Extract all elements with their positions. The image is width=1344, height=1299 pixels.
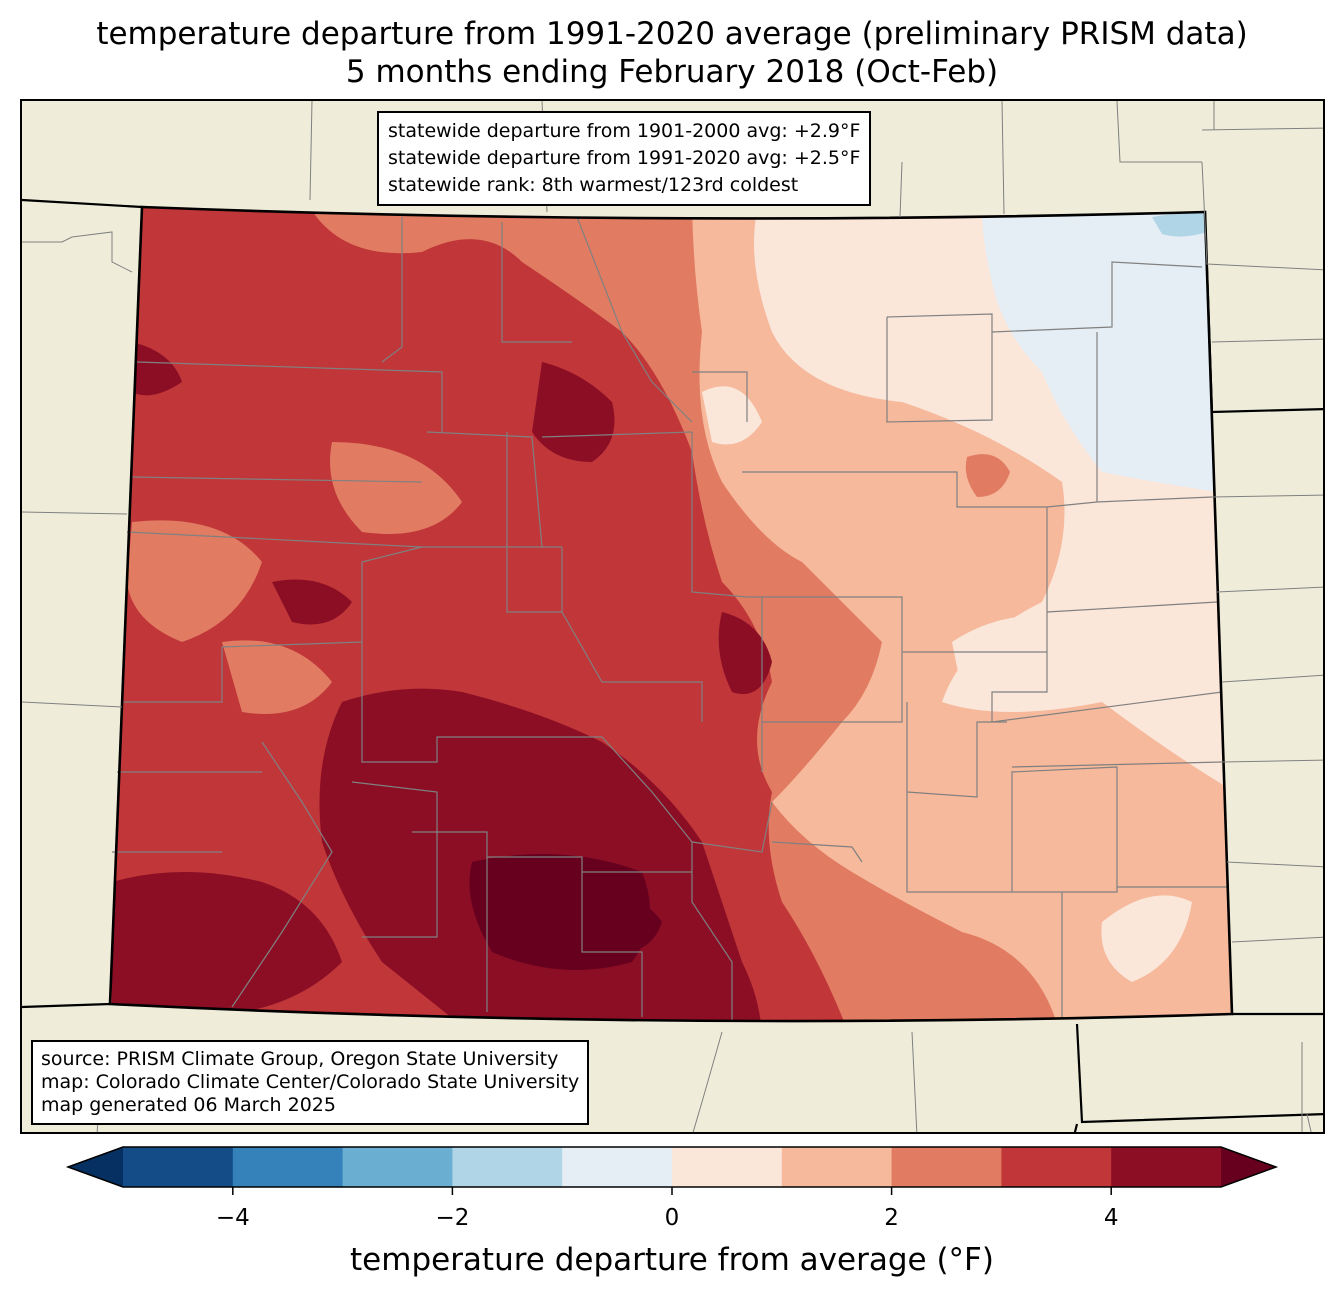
colorbar-tick-label: 4 [1103, 1205, 1119, 1231]
state-borders [22, 198, 1323, 1132]
colorbar-tick-label: −2 [435, 1205, 470, 1231]
colorbar-segment [672, 1147, 783, 1187]
colorbar-tick-label: 2 [884, 1205, 899, 1231]
colorbar-segment [342, 1147, 453, 1187]
county-boundaries [112, 216, 1227, 1022]
colorbar [65, 1146, 1279, 1195]
colorbar-segment [1111, 1147, 1222, 1187]
colorbar-segment [232, 1147, 344, 1187]
source-line-1: source: PRISM Climate Group, Oregon Stat… [41, 1048, 559, 1070]
colorado-border [108, 205, 1234, 1023]
colorbar-outline [65, 1146, 1279, 1188]
colorbar-segment [891, 1147, 1002, 1187]
colorbar-segment [1001, 1147, 1112, 1187]
stats-line-1: statewide departure from 1901-2000 avg: … [388, 120, 861, 142]
statewide-stats-box: statewide departure from 1901-2000 avg: … [377, 111, 872, 206]
source-box: source: PRISM Climate Group, Oregon Stat… [31, 1040, 590, 1125]
colorbar-label: temperature departure from average (°F) [350, 1242, 994, 1278]
source-line-2: map: Colorado Climate Center/Colorado St… [41, 1071, 580, 1093]
colorbar-ticks [232, 1187, 1112, 1195]
temperature-field [110, 207, 1232, 1022]
stats-line-3: statewide rank: 8th warmest/123rd coldes… [388, 174, 799, 196]
source-line-3: map generated 06 March 2025 [41, 1094, 336, 1116]
colorbar-segment [123, 1147, 234, 1187]
map-panel [20, 99, 1325, 1134]
colorbar-under-arrow [68, 1147, 123, 1187]
colorbar-tick-label: 0 [664, 1205, 680, 1231]
colorbar-segments [65, 1146, 1279, 1188]
colorbar-segment [562, 1147, 673, 1187]
map-subtitle: 5 months ending February 2018 (Oct-Feb) [345, 54, 999, 90]
colorbar-segment [452, 1147, 563, 1187]
stats-line-2: statewide departure from 1991-2020 avg: … [388, 147, 861, 169]
colorbar-tick-label: −4 [215, 1205, 250, 1231]
colorbar-segment [781, 1147, 893, 1187]
colorbar-over-arrow [1221, 1147, 1276, 1187]
colorado-map [22, 101, 1323, 1132]
map-title: temperature departure from 1991-2020 ave… [96, 16, 1248, 52]
